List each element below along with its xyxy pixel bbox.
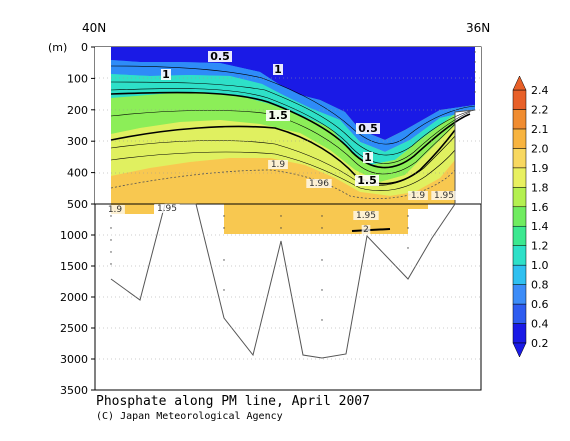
- contour-label: 1.9: [271, 160, 286, 170]
- colorbar-label: 0.4: [531, 318, 549, 331]
- contour-2-0-deep: [351, 228, 391, 232]
- y-tick-label: 0: [81, 41, 88, 54]
- contour-label-bg: [268, 160, 288, 169]
- y-axis-unit: (m): [48, 41, 67, 54]
- contour-label: 2: [363, 225, 369, 235]
- y-tick-label: 2000: [60, 291, 88, 304]
- colorbar-label: 0.6: [531, 298, 549, 311]
- lower-orange-fill: [111, 204, 154, 214]
- colorbar-label: 1.2: [531, 240, 549, 253]
- y-tick-label: 3000: [60, 353, 88, 366]
- contour-1-0: [110, 91, 471, 169]
- contour-label-bg: [355, 175, 379, 186]
- chart-credit: (C) Japan Meteorological Agency: [96, 411, 283, 422]
- y-tick-label: 500: [67, 198, 88, 211]
- y-tick-label: 3500: [60, 384, 88, 397]
- lat-label-right: 36N: [466, 21, 490, 35]
- y-tick-label: 200: [67, 104, 88, 117]
- contour-label-bg: [266, 110, 290, 121]
- colorbar: 0.2 0.4 0.6 0.8 1.0 1.2 1.4 1.6 1.8 1.9 2.0 2.1 2.2 2…: [512, 75, 549, 358]
- contour-label: 1.96: [309, 179, 329, 189]
- contour-label: 1: [162, 68, 170, 81]
- colorbar-swatch: [512, 323, 527, 344]
- blue-band: [111, 60, 475, 152]
- contour-label-bg: [273, 64, 283, 75]
- contour-label-bg: [408, 191, 428, 200]
- contour-label: 1.5: [268, 109, 288, 122]
- colorbar-label: 1.6: [531, 201, 549, 214]
- contour-label: 1: [274, 63, 282, 76]
- colorbar-swatch: [512, 187, 527, 208]
- low-phosphate-core: [111, 47, 475, 140]
- contour-label-bg: [208, 51, 232, 62]
- colorbar-swatch: [512, 264, 527, 285]
- colorbar-swatch: [512, 148, 527, 169]
- contour-label-bg: [356, 123, 380, 134]
- colorbar-label: 2.2: [531, 103, 549, 116]
- colorbar-swatch: [512, 167, 527, 188]
- lat-label-left: 40N: [82, 21, 106, 35]
- contour-label: 1.9: [411, 191, 426, 201]
- seabed-outline: [110, 109, 476, 359]
- y-tick-label: 100: [67, 72, 88, 85]
- contour-label-bg: [105, 205, 125, 214]
- contour-label: 1.95: [434, 191, 454, 201]
- y-axis: (m) 0 100 200 300 400 500 1000 1500 2000 2500 300…: [48, 41, 95, 397]
- colorbar-swatch: [512, 109, 527, 130]
- colorbar-swatch: [512, 245, 527, 266]
- contour-label: 0.5: [358, 122, 378, 135]
- station-dots: [110, 51, 476, 321]
- colorbar-label: 2.1: [531, 123, 549, 136]
- colorbar-swatch: [512, 303, 527, 324]
- contour-label: 1.9: [108, 205, 123, 215]
- colorbar-label: 0.8: [531, 279, 549, 292]
- contour-1-5: [110, 125, 456, 185]
- colorbar-max-arrow: [512, 75, 527, 91]
- upper-section-fill: [95, 47, 481, 204]
- contour-label-bg: [431, 191, 457, 200]
- contour-label: 0.5: [210, 50, 230, 63]
- colorbar-swatch: [512, 89, 527, 110]
- contour-label: 1: [364, 151, 372, 164]
- contour-label-bg: [154, 204, 180, 213]
- colorbar-label: 2.4: [531, 84, 549, 97]
- lower-orange-fill-right: [408, 204, 428, 209]
- y-tick-label: 300: [67, 135, 88, 148]
- contour-label-bg: [306, 179, 332, 188]
- contour-labels: 0.5 1 1 1.5 0.5 1 1.5 1.9 1.96 1.9 1.95 1.9 1.95 1.95…: [105, 50, 457, 235]
- contour-label-bg: [363, 152, 373, 163]
- contour-label-bg: [353, 211, 379, 220]
- colorbar-swatch: [512, 128, 527, 149]
- y-tick-label: 1000: [60, 229, 88, 242]
- colorbar-label: 1.9: [531, 162, 549, 175]
- green-band: [111, 92, 455, 182]
- colorbar-min-arrow: [512, 342, 527, 358]
- colorbar-label: 2.0: [531, 142, 549, 155]
- contour-label: 1.95: [356, 211, 376, 221]
- upper-right-seabed: [455, 110, 481, 204]
- colorbar-swatch: [512, 284, 527, 305]
- colorbar-label: 1.0: [531, 259, 549, 272]
- colorbar-swatch: [512, 206, 527, 227]
- colorbar-label: 0.2: [531, 337, 549, 350]
- y-tick-label: 1500: [60, 260, 88, 273]
- chart-title: Phosphate along PM line, April 2007: [96, 394, 370, 409]
- orange-band: [111, 158, 455, 204]
- contour-label: 1.5: [357, 174, 377, 187]
- y-tick-label: 2500: [60, 322, 88, 335]
- contour-label-bg: [161, 69, 171, 80]
- colorbar-label: 1.8: [531, 181, 549, 194]
- cyan-band: [111, 74, 475, 165]
- y-tick-label: 400: [67, 167, 88, 180]
- contour-label: 1.95: [157, 204, 177, 214]
- contour-label-bg: [361, 225, 371, 234]
- colorbar-swatch: [512, 225, 527, 246]
- colorbar-label: 1.4: [531, 220, 549, 233]
